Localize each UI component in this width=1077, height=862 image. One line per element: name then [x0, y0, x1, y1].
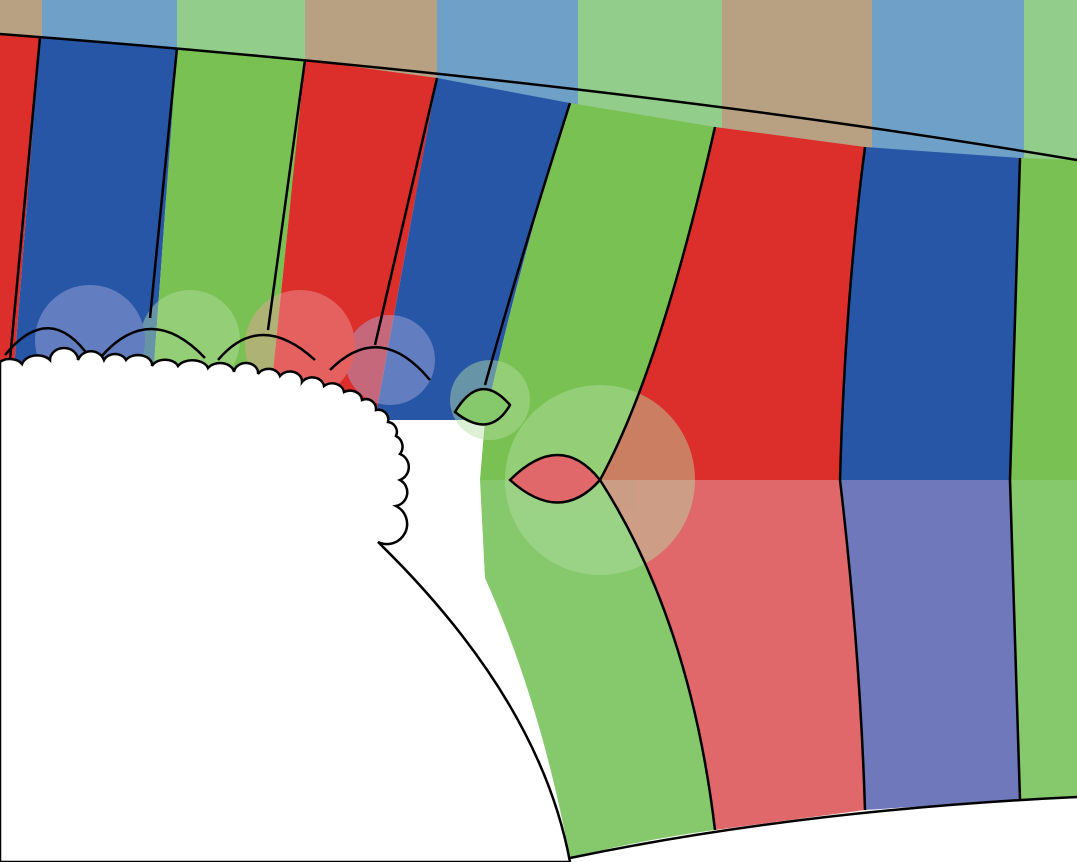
tile: [268, 60, 437, 420]
edge-line: [598, 126, 717, 481]
tile: [600, 127, 865, 480]
edge-line: [148, 47, 179, 319]
edge-line: [483, 102, 572, 386]
edge-line: [1008, 157, 1022, 801]
edge-line: [8, 36, 42, 361]
lens: [453, 388, 512, 426]
arc: [329, 346, 431, 381]
arc: [217, 333, 316, 361]
lower-band: [480, 480, 1077, 858]
halo: [345, 315, 435, 405]
edge-lenses: [4, 327, 602, 504]
tile: [480, 103, 715, 480]
tile: [1010, 158, 1077, 480]
tile: [10, 37, 177, 420]
edge-line: [373, 77, 439, 346]
void-region: [0, 346, 572, 862]
tile: [840, 480, 1020, 810]
edge-line: [266, 59, 307, 331]
tile: [840, 147, 1020, 480]
tile: [375, 78, 570, 420]
edge-line: [838, 146, 867, 811]
middle-band: [0, 34, 1077, 480]
boundary-lines: [0, 32, 1077, 860]
tile: [600, 480, 865, 830]
edge-line: [569, 795, 1077, 860]
tile: [150, 48, 305, 420]
tile: [1010, 480, 1077, 800]
arc: [4, 327, 92, 359]
arc: [99, 327, 206, 359]
edge-line: [0, 32, 1077, 162]
tile: [0, 34, 40, 420]
edge-line: [598, 479, 717, 831]
tile: [480, 480, 715, 858]
